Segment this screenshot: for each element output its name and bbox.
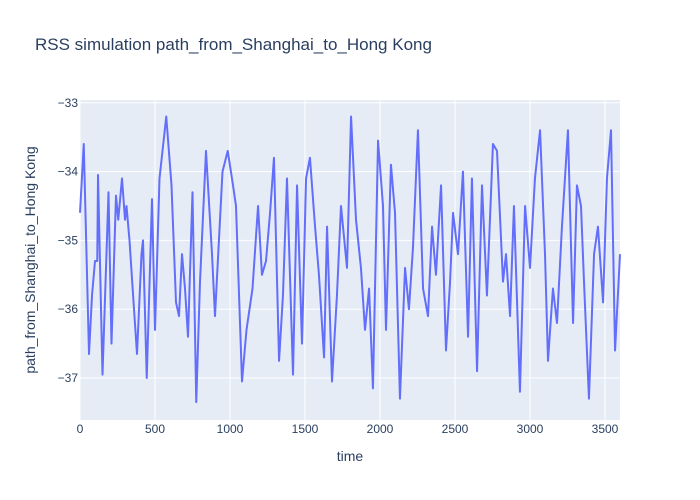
x-tick-label: 3000 [517,422,544,436]
x-tick-label: 1500 [292,422,319,436]
x-tick-label: 500 [145,422,165,436]
y-tick-label: −34 [58,165,79,179]
x-tick-label: 1000 [217,422,244,436]
data-line [79,115,621,404]
y-axis-title: path_from_Shanghai_to_Hong Kong [22,146,38,373]
chart-title: RSS simulation path_from_Shanghai_to_Hon… [35,35,432,54]
y-tick-label: −35 [58,233,79,247]
y-tick-label: −36 [58,302,79,316]
x-tick-label: 3500 [592,422,619,436]
x-tick-label: 0 [77,422,84,436]
y-tick-label: −37 [58,371,79,385]
y-tick-label: −33 [58,96,79,110]
x-tick-label: 2000 [367,422,394,436]
x-axis-title: time [337,448,364,464]
x-tick-label: 2500 [442,422,469,436]
